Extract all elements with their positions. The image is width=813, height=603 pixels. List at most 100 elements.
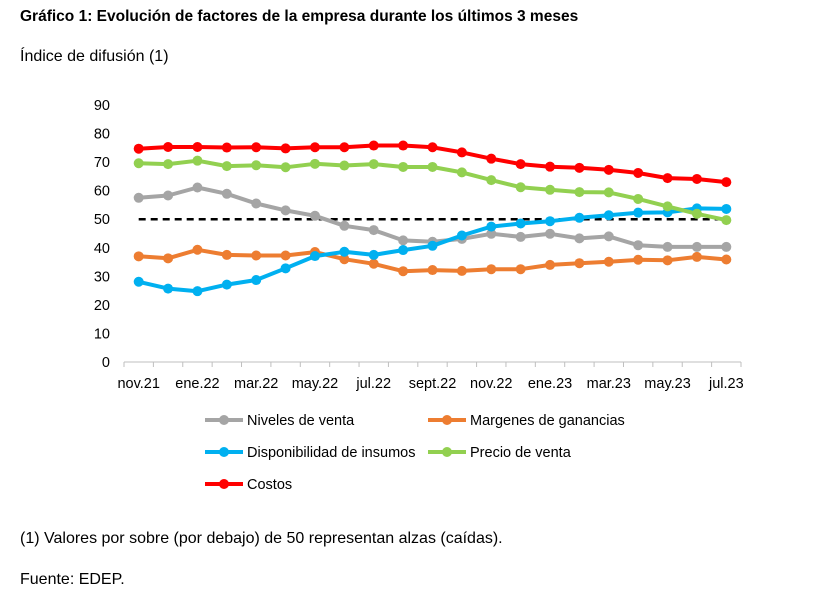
data-point-disponibilidad-de-insumos <box>309 251 320 262</box>
data-point-margenes-de-ganancias <box>221 249 232 260</box>
legend-marker-costos <box>219 479 229 489</box>
data-point-costos <box>515 159 526 170</box>
y-tick-label: 20 <box>94 298 110 314</box>
data-point-disponibilidad-de-insumos <box>603 210 614 221</box>
x-tick-label: nov.22 <box>470 376 512 392</box>
data-point-niveles-de-venta <box>662 241 673 252</box>
data-point-precio-de-venta <box>221 161 232 172</box>
y-tick-label: 80 <box>94 127 110 143</box>
data-point-margenes-de-ganancias <box>368 258 379 269</box>
data-point-disponibilidad-de-insumos <box>721 203 732 214</box>
data-point-precio-de-venta <box>721 215 732 226</box>
data-point-disponibilidad-de-insumos <box>368 249 379 260</box>
data-point-disponibilidad-de-insumos <box>251 275 262 286</box>
data-point-costos <box>368 140 379 151</box>
data-point-costos <box>133 143 144 154</box>
data-point-niveles-de-venta <box>574 233 585 244</box>
data-point-margenes-de-ganancias <box>456 265 467 276</box>
line-chart: 0 10 20 30 40 50 60 70 80 90 nov.21 ene.22 mar.22 may… <box>94 98 744 493</box>
x-tick-label: mar.22 <box>234 376 278 392</box>
footnote: (1) Valores por sobre (por debajo) de 50… <box>20 530 503 547</box>
data-point-niveles-de-venta <box>339 220 350 231</box>
y-tick-label: 10 <box>94 326 110 342</box>
legend-label-disponibilidad-de-insumos: Disponibilidad de insumos <box>247 445 415 461</box>
data-point-costos <box>163 141 174 152</box>
data-point-precio-de-venta <box>486 175 497 186</box>
legend-label-margenes-de-ganancias: Margenes de ganancias <box>470 413 625 429</box>
data-point-disponibilidad-de-insumos <box>339 246 350 257</box>
data-point-margenes-de-ganancias <box>515 264 526 275</box>
data-point-precio-de-venta <box>309 158 320 169</box>
data-point-niveles-de-venta <box>633 240 644 251</box>
legend-label-precio-de-venta: Precio de venta <box>470 445 572 461</box>
data-point-costos <box>221 142 232 153</box>
y-tick-label: 40 <box>94 241 110 257</box>
data-point-disponibilidad-de-insumos <box>163 283 174 294</box>
data-point-disponibilidad-de-insumos <box>427 240 438 251</box>
data-point-costos <box>574 162 585 173</box>
data-point-niveles-de-venta <box>721 241 732 252</box>
data-point-precio-de-venta <box>339 160 350 171</box>
data-point-margenes-de-ganancias <box>192 244 203 255</box>
data-point-niveles-de-venta <box>221 188 232 199</box>
data-point-disponibilidad-de-insumos <box>280 263 291 274</box>
data-point-margenes-de-ganancias <box>280 250 291 261</box>
data-point-margenes-de-ganancias <box>251 250 262 261</box>
data-point-precio-de-venta <box>280 162 291 173</box>
data-point-disponibilidad-de-insumos <box>486 221 497 232</box>
data-point-precio-de-venta <box>427 161 438 172</box>
data-point-precio-de-venta <box>574 187 585 198</box>
data-point-margenes-de-ganancias <box>691 251 702 262</box>
data-point-precio-de-venta <box>456 167 467 178</box>
data-point-costos <box>251 142 262 153</box>
data-point-margenes-de-ganancias <box>398 266 409 277</box>
data-point-precio-de-venta <box>368 159 379 170</box>
x-tick-label: jul.23 <box>708 376 744 392</box>
data-point-costos <box>545 161 556 172</box>
data-point-niveles-de-venta <box>603 231 614 242</box>
data-point-costos <box>486 153 497 164</box>
legend-label-niveles-de-venta: Niveles de venta <box>247 413 355 429</box>
data-point-niveles-de-venta <box>163 190 174 201</box>
data-point-margenes-de-ganancias <box>662 255 673 266</box>
data-point-disponibilidad-de-insumos <box>192 286 203 297</box>
data-point-precio-de-venta <box>633 193 644 204</box>
data-point-costos <box>721 177 732 188</box>
data-point-niveles-de-venta <box>515 231 526 242</box>
data-point-costos <box>309 142 320 153</box>
data-point-margenes-de-ganancias <box>574 258 585 269</box>
data-point-niveles-de-venta <box>368 225 379 236</box>
data-point-niveles-de-venta <box>251 198 262 209</box>
chart-title: Gráfico 1: Evolución de factores de la e… <box>20 8 579 25</box>
data-point-precio-de-venta <box>398 161 409 172</box>
data-point-precio-de-venta <box>192 155 203 166</box>
data-point-precio-de-venta <box>251 160 262 171</box>
data-point-disponibilidad-de-insumos <box>133 276 144 287</box>
data-point-margenes-de-ganancias <box>545 259 556 270</box>
data-point-costos <box>339 142 350 153</box>
data-point-niveles-de-venta <box>192 182 203 193</box>
data-point-disponibilidad-de-insumos <box>398 245 409 256</box>
data-point-margenes-de-ganancias <box>721 254 732 265</box>
y-tick-label: 0 <box>102 355 110 371</box>
data-point-precio-de-venta <box>545 184 556 195</box>
data-point-costos <box>603 164 614 175</box>
data-point-precio-de-venta <box>515 182 526 193</box>
data-point-margenes-de-ganancias <box>486 264 497 275</box>
data-point-costos <box>633 167 644 178</box>
data-point-margenes-de-ganancias <box>427 265 438 276</box>
y-tick-label: 50 <box>94 212 110 228</box>
data-point-disponibilidad-de-insumos <box>221 279 232 290</box>
data-point-costos <box>662 173 673 184</box>
data-point-margenes-de-ganancias <box>163 253 174 264</box>
data-point-costos <box>192 141 203 152</box>
data-point-margenes-de-ganancias <box>339 254 350 265</box>
x-tick-label: sept.22 <box>409 376 457 392</box>
x-tick-label: may.23 <box>644 376 690 392</box>
x-tick-label: ene.22 <box>175 376 219 392</box>
data-point-disponibilidad-de-insumos <box>545 216 556 227</box>
data-point-costos <box>398 140 409 151</box>
data-point-niveles-de-venta <box>545 228 556 239</box>
legend-marker-margenes-de-ganancias <box>442 415 452 425</box>
data-point-niveles-de-venta <box>309 210 320 221</box>
